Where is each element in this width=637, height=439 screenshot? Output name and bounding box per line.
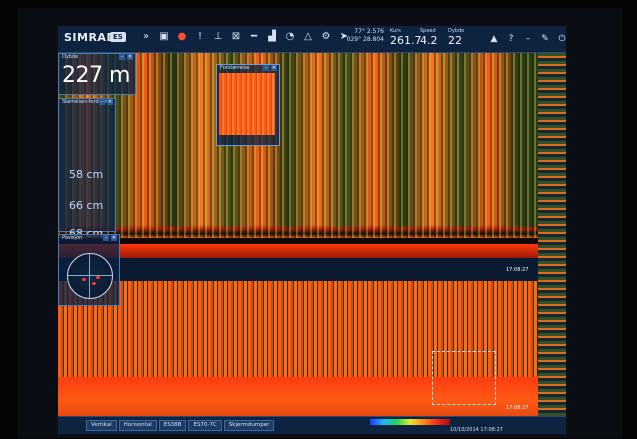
minimize-icon[interactable]: – [525,34,531,44]
position-readout: 77° 2.576 029° 28.804 [328,28,384,44]
color-scale-bar [370,419,450,425]
record-icon[interactable]: ▣ [159,31,169,42]
length-window-controls: – ✕ [99,99,113,105]
depth-window-controls: – ✕ [119,54,133,60]
longitude: 029° 28.804 [346,36,384,43]
toolbar-right-icons: ▲ ? – ✎ ⏻ [488,32,566,46]
minus-icon[interactable]: ━ [250,31,258,42]
stop-icon[interactable]: ● [177,31,187,42]
depth-label: Dybde [448,28,465,34]
depth-readout: Dybde 22 [448,28,464,47]
speed-label: Speed [420,28,436,34]
close-button[interactable]: ✕ [107,99,113,105]
position-window-controls: – ✕ [103,235,117,241]
gauge-icon[interactable]: ◔ [285,31,295,42]
depth-value-small: 22 [448,34,462,47]
heading-readout: Kurs 261.7 [390,28,422,47]
radar-display [67,253,113,299]
heading-label: Kurs [390,28,401,34]
side-intensity-scale [538,53,566,416]
length-window[interactable]: Størrelses-fordeling – ✕ 58 cm 66 cm 68 … [58,98,116,240]
bottom-bar: Vertikal Horisontal ES38B ES70-7C Skjerm… [58,416,566,434]
zoom-window[interactable]: Forstørrelse – ✕ [216,64,280,146]
tab-vertikal[interactable]: Vertikal [86,420,117,431]
image-icon[interactable]: ⊠ [231,31,241,42]
close-button[interactable]: ✕ [127,54,133,60]
lower-echogram[interactable] [58,281,538,416]
edit-icon[interactable]: ✎ [541,34,549,44]
zoom-echogram [219,73,275,135]
product-badge: ES [110,32,126,42]
latitude: 77° 2.576 [354,28,384,35]
zoom-window-title: Forstørrelse [220,65,250,71]
signal-icon[interactable]: ▟ [268,31,276,42]
length-value-2: 66 cm [69,199,104,212]
position-window[interactable]: Posisjon – ✕ [58,234,120,306]
triangle-icon[interactable]: ▲ [490,34,498,44]
radar-target [96,276,100,279]
lower-seabed [58,377,538,416]
power-icon[interactable]: ⏻ [558,34,566,44]
radar-target [82,278,86,281]
brand-logo: SIMRAD [64,31,117,44]
top-toolbar: SIMRAD ES » ▣ ● ! ⊥ ⊠ ━ ▟ ◔ △ ⚙ ➤ 77° 2.… [58,26,566,53]
view-tabs: Vertikal Horisontal ES38B ES70-7C Skjerm… [86,420,275,431]
depth-value: 227 m [62,63,130,88]
tab-es38b[interactable]: ES38B [158,420,187,431]
minimize-button[interactable]: – [99,99,105,105]
settings-icon[interactable]: ⚙ [321,31,331,42]
cursor-icon[interactable]: ⊥ [213,31,223,42]
selection-rectangle[interactable] [432,351,496,405]
upper-echogram[interactable] [58,53,538,279]
length-value-1: 58 cm [69,168,104,181]
date-time: 10/10/2014 17:08:27 [450,427,503,433]
upper-timestamp: 17:08:27 [506,267,529,273]
zoom-window-controls: – ✕ [263,65,277,71]
menu-chevron-icon[interactable]: » [142,31,150,42]
tab-es70[interactable]: ES70-7C [188,420,222,431]
depth-window[interactable]: Dybde – ✕ 227 m [58,53,136,95]
monitor-frame: SIMRAD ES » ▣ ● ! ⊥ ⊠ ━ ▟ ◔ △ ⚙ ➤ 77° 2.… [18,8,622,438]
seabed-echo [58,244,538,258]
tab-horisontal[interactable]: Horisontal [118,420,157,431]
heading-value: 261.7 [390,34,422,47]
minimize-button[interactable]: – [263,65,269,71]
radar-target [92,282,96,285]
alert-icon[interactable]: ! [197,31,202,42]
help-icon[interactable]: ? [508,34,514,44]
warning-icon[interactable]: △ [304,31,312,42]
tab-skjermdumper[interactable]: Skjermdumper [223,420,275,431]
close-button[interactable]: ✕ [271,65,277,71]
minimize-button[interactable]: – [119,54,125,60]
fish-icon[interactable]: ➤ [339,31,349,42]
toolbar-icons: » ▣ ● ! ⊥ ⊠ ━ ▟ ◔ △ ⚙ ➤ [140,30,350,44]
depth-window-title: Dybde [62,54,79,60]
length-window-title: Størrelses-fordeling [62,99,111,105]
bottom-detection-line [58,238,538,244]
echosounder-screen: SIMRAD ES » ▣ ● ! ⊥ ⊠ ━ ▟ ◔ △ ⚙ ➤ 77° 2.… [58,26,566,434]
lower-timestamp: 17:08:27 [506,405,529,411]
below-seabed [58,258,538,279]
speed-readout: Speed 4.2 [420,28,438,47]
speed-value: 4.2 [420,34,438,47]
position-window-title: Posisjon [62,235,83,241]
minimize-button[interactable]: – [103,235,109,241]
close-button[interactable]: ✕ [111,235,117,241]
